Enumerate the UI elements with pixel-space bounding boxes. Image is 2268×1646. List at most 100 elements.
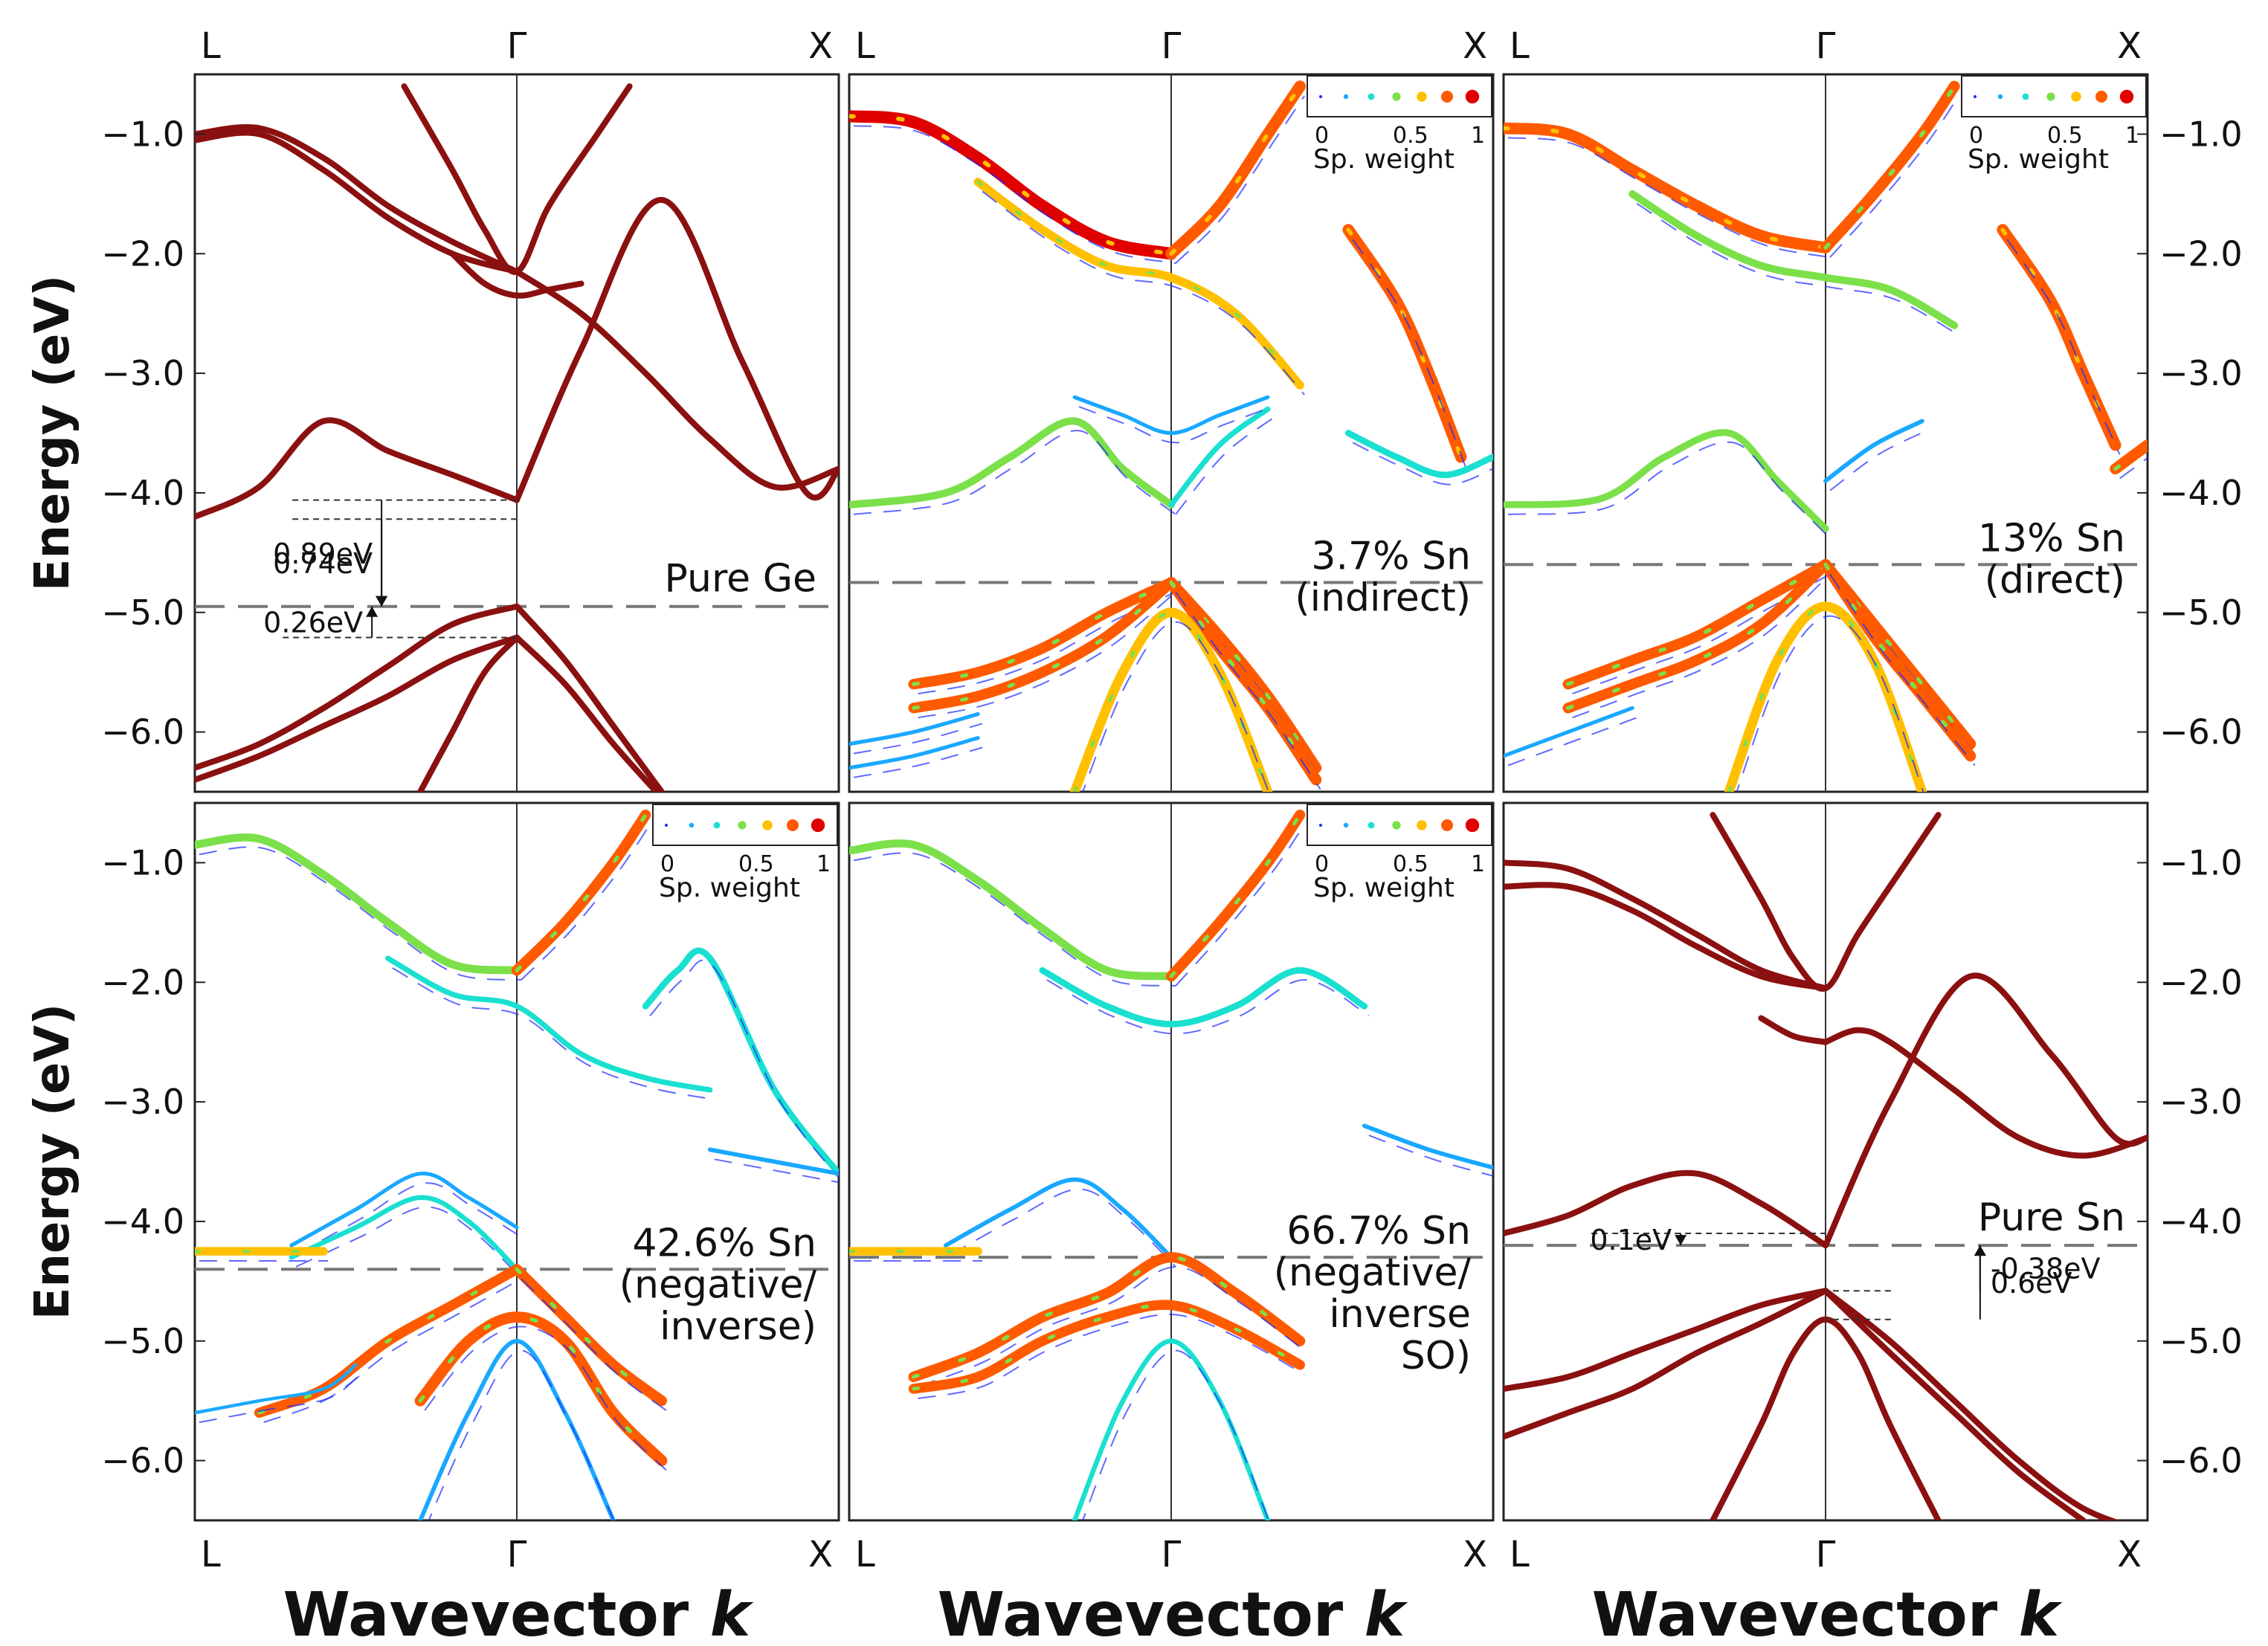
band-line — [908, 577, 1177, 714]
y-tick-label: −3.0 — [101, 353, 184, 393]
panel-label-line: (direct) — [1985, 558, 2125, 602]
legend-title: Sp. weight — [1313, 873, 1454, 903]
band-weight-overlay — [195, 836, 518, 972]
band-shadow-line — [853, 723, 983, 755]
band-line — [1504, 859, 1829, 992]
band-weight-overlay — [912, 1303, 1302, 1391]
x-tick-label: Γ — [1162, 25, 1182, 67]
y-tick-label: −1.0 — [2159, 842, 2243, 882]
panel-label-line: 3.7% Sn — [1311, 535, 1471, 579]
panel-label: 42.6% Sn(negative/inverse) — [619, 1221, 817, 1349]
legend-color-dot — [1441, 91, 1453, 103]
band-shadow-line — [1736, 615, 1924, 792]
x-axis-label: Wavevector k — [283, 1580, 754, 1646]
band-line — [514, 196, 839, 503]
y-tick-label: −3.0 — [2159, 1082, 2243, 1122]
sp-weight-legend: 0 0.5 1 Sp. weight — [1961, 75, 2147, 175]
panel-42-6-sn: 42.6% Sn(negative/inverse) 0 0.5 1 Sp. weigh… — [193, 801, 840, 1522]
band-line — [1823, 1027, 2148, 1159]
y-tick-label: −2.0 — [2159, 233, 2243, 274]
gap-annotation-label: 0.89eV — [273, 538, 373, 570]
band-shadow-line — [1082, 1349, 1269, 1520]
legend-tick-label: 1 — [1471, 851, 1485, 877]
band-shadow-line — [1572, 573, 1831, 695]
x-tick-label: L — [201, 1534, 221, 1575]
panel-label-line: (negative/ — [1274, 1250, 1472, 1295]
y-tick-label: −6.0 — [101, 712, 184, 752]
panel-label-line: Pure Sn — [1978, 1195, 2125, 1240]
legend-title: Sp. weight — [659, 873, 800, 903]
legend-tick-label: 0.5 — [1393, 123, 1428, 149]
band-weight-overlay — [515, 1267, 664, 1403]
legend-tick-label: 0 — [660, 851, 674, 877]
x-tick-label: X — [1463, 1534, 1487, 1575]
band-shadow-line — [1082, 621, 1269, 792]
band-shadow-line — [1507, 717, 1637, 766]
legend-color-dot — [689, 822, 695, 828]
legend-color-dot — [1997, 94, 2003, 100]
x-tick-label: L — [855, 1534, 875, 1575]
legend-color-dot — [762, 820, 773, 830]
gap-annotation-label: 0.6eV — [1991, 1267, 2072, 1300]
x-tick-label: Γ — [507, 1534, 527, 1575]
panel-label-line: 66.7% Sn — [1286, 1209, 1471, 1253]
band-line — [1342, 224, 1467, 463]
x-tick-label: X — [808, 25, 833, 67]
panel-label-line: (negative/ — [619, 1262, 817, 1307]
band-line — [1168, 406, 1271, 508]
y-tick-label: −2.0 — [101, 962, 184, 1002]
panel-label: Pure Ge — [665, 557, 816, 601]
band-shadow-line — [392, 967, 715, 1100]
legend-color-dot — [2071, 91, 2081, 102]
y-tick-label: −3.0 — [2159, 353, 2243, 393]
band-line — [1504, 429, 1829, 532]
legend-color-dot — [1465, 818, 1480, 833]
x-tick-label: X — [2117, 1534, 2142, 1575]
band-shadow-line — [918, 591, 1176, 695]
panel-label-line: (indirect) — [1295, 576, 1471, 621]
band-line — [289, 1195, 520, 1272]
band-shadow-line — [1368, 1135, 1493, 1177]
band-line — [1504, 882, 1829, 992]
panel-plot-area — [1504, 74, 2148, 792]
y-tick-label: −2.0 — [2159, 962, 2243, 1002]
gap-arrow-head — [376, 596, 388, 607]
x-tick-label: X — [2117, 25, 2142, 67]
y-tick-label: −6.0 — [2159, 712, 2243, 752]
band-line — [1758, 1015, 1829, 1045]
x-tick-label: L — [1510, 25, 1530, 67]
band-line — [707, 1147, 839, 1176]
band-shadow-line — [1572, 573, 1831, 719]
band-line — [514, 268, 839, 491]
band-line — [385, 955, 713, 1093]
band-shadow-line — [1829, 430, 1927, 491]
band-line — [1504, 1288, 1829, 1440]
band-line — [1997, 224, 2122, 451]
panel-label: 3.7% Sn(indirect) — [1295, 535, 1471, 621]
band-shadow-line — [1352, 442, 1493, 485]
legend-color-dot — [1465, 89, 1480, 104]
band-line — [195, 603, 520, 771]
gap-annotation-label: 0.26eV — [263, 607, 363, 639]
x-tick-label: X — [808, 1534, 833, 1575]
y-tick-label: −4.0 — [2159, 473, 2243, 513]
band-shadow-line — [1829, 573, 1976, 766]
legend-tick-label: 0 — [1315, 851, 1329, 877]
band-line — [849, 711, 980, 746]
y-tick-label: −4.0 — [101, 473, 184, 513]
sp-weight-legend: 0 0.5 1 Sp. weight — [652, 804, 838, 903]
legend-tick-label: 0.5 — [1393, 851, 1428, 877]
legend-tick-label: 0 — [1315, 123, 1329, 149]
x-axis-label-symbol: k — [1365, 1580, 1408, 1646]
band-shadow-line — [918, 591, 1176, 719]
legend-color-dot — [738, 821, 747, 830]
x-tick-label: L — [855, 25, 875, 67]
band-shadow-line — [853, 852, 1176, 987]
legend-color-dot — [713, 822, 721, 829]
y-tick-label: −6.0 — [101, 1441, 184, 1481]
band-shadow-line — [1352, 239, 1466, 467]
